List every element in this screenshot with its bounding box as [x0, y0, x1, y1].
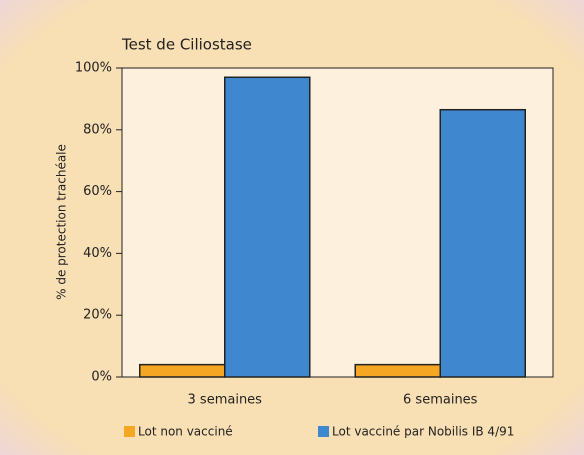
legend-label: Lot non vacciné	[138, 425, 233, 439]
y-tick-label: 80%	[83, 122, 112, 137]
x-tick-label: 6 semaines	[403, 393, 478, 408]
legend-label: Lot vacciné par Nobilis IB 4/91	[332, 425, 514, 439]
y-axis-label: % de protection trachéale	[55, 144, 69, 300]
bar	[139, 363, 226, 378]
y-tick-label: 40%	[83, 246, 112, 261]
bar	[439, 108, 526, 378]
y-tick-label: 20%	[83, 308, 112, 323]
legend-swatch	[318, 426, 329, 437]
bar	[224, 76, 311, 378]
legend-swatch	[124, 426, 135, 437]
y-tick-label: 60%	[83, 184, 112, 199]
chart-title: Test de Ciliostase	[121, 36, 252, 54]
bar	[354, 363, 441, 378]
y-tick-label: 100%	[75, 61, 112, 76]
y-tick-label: 0%	[91, 370, 112, 385]
x-tick-label: 3 semaines	[188, 393, 263, 408]
